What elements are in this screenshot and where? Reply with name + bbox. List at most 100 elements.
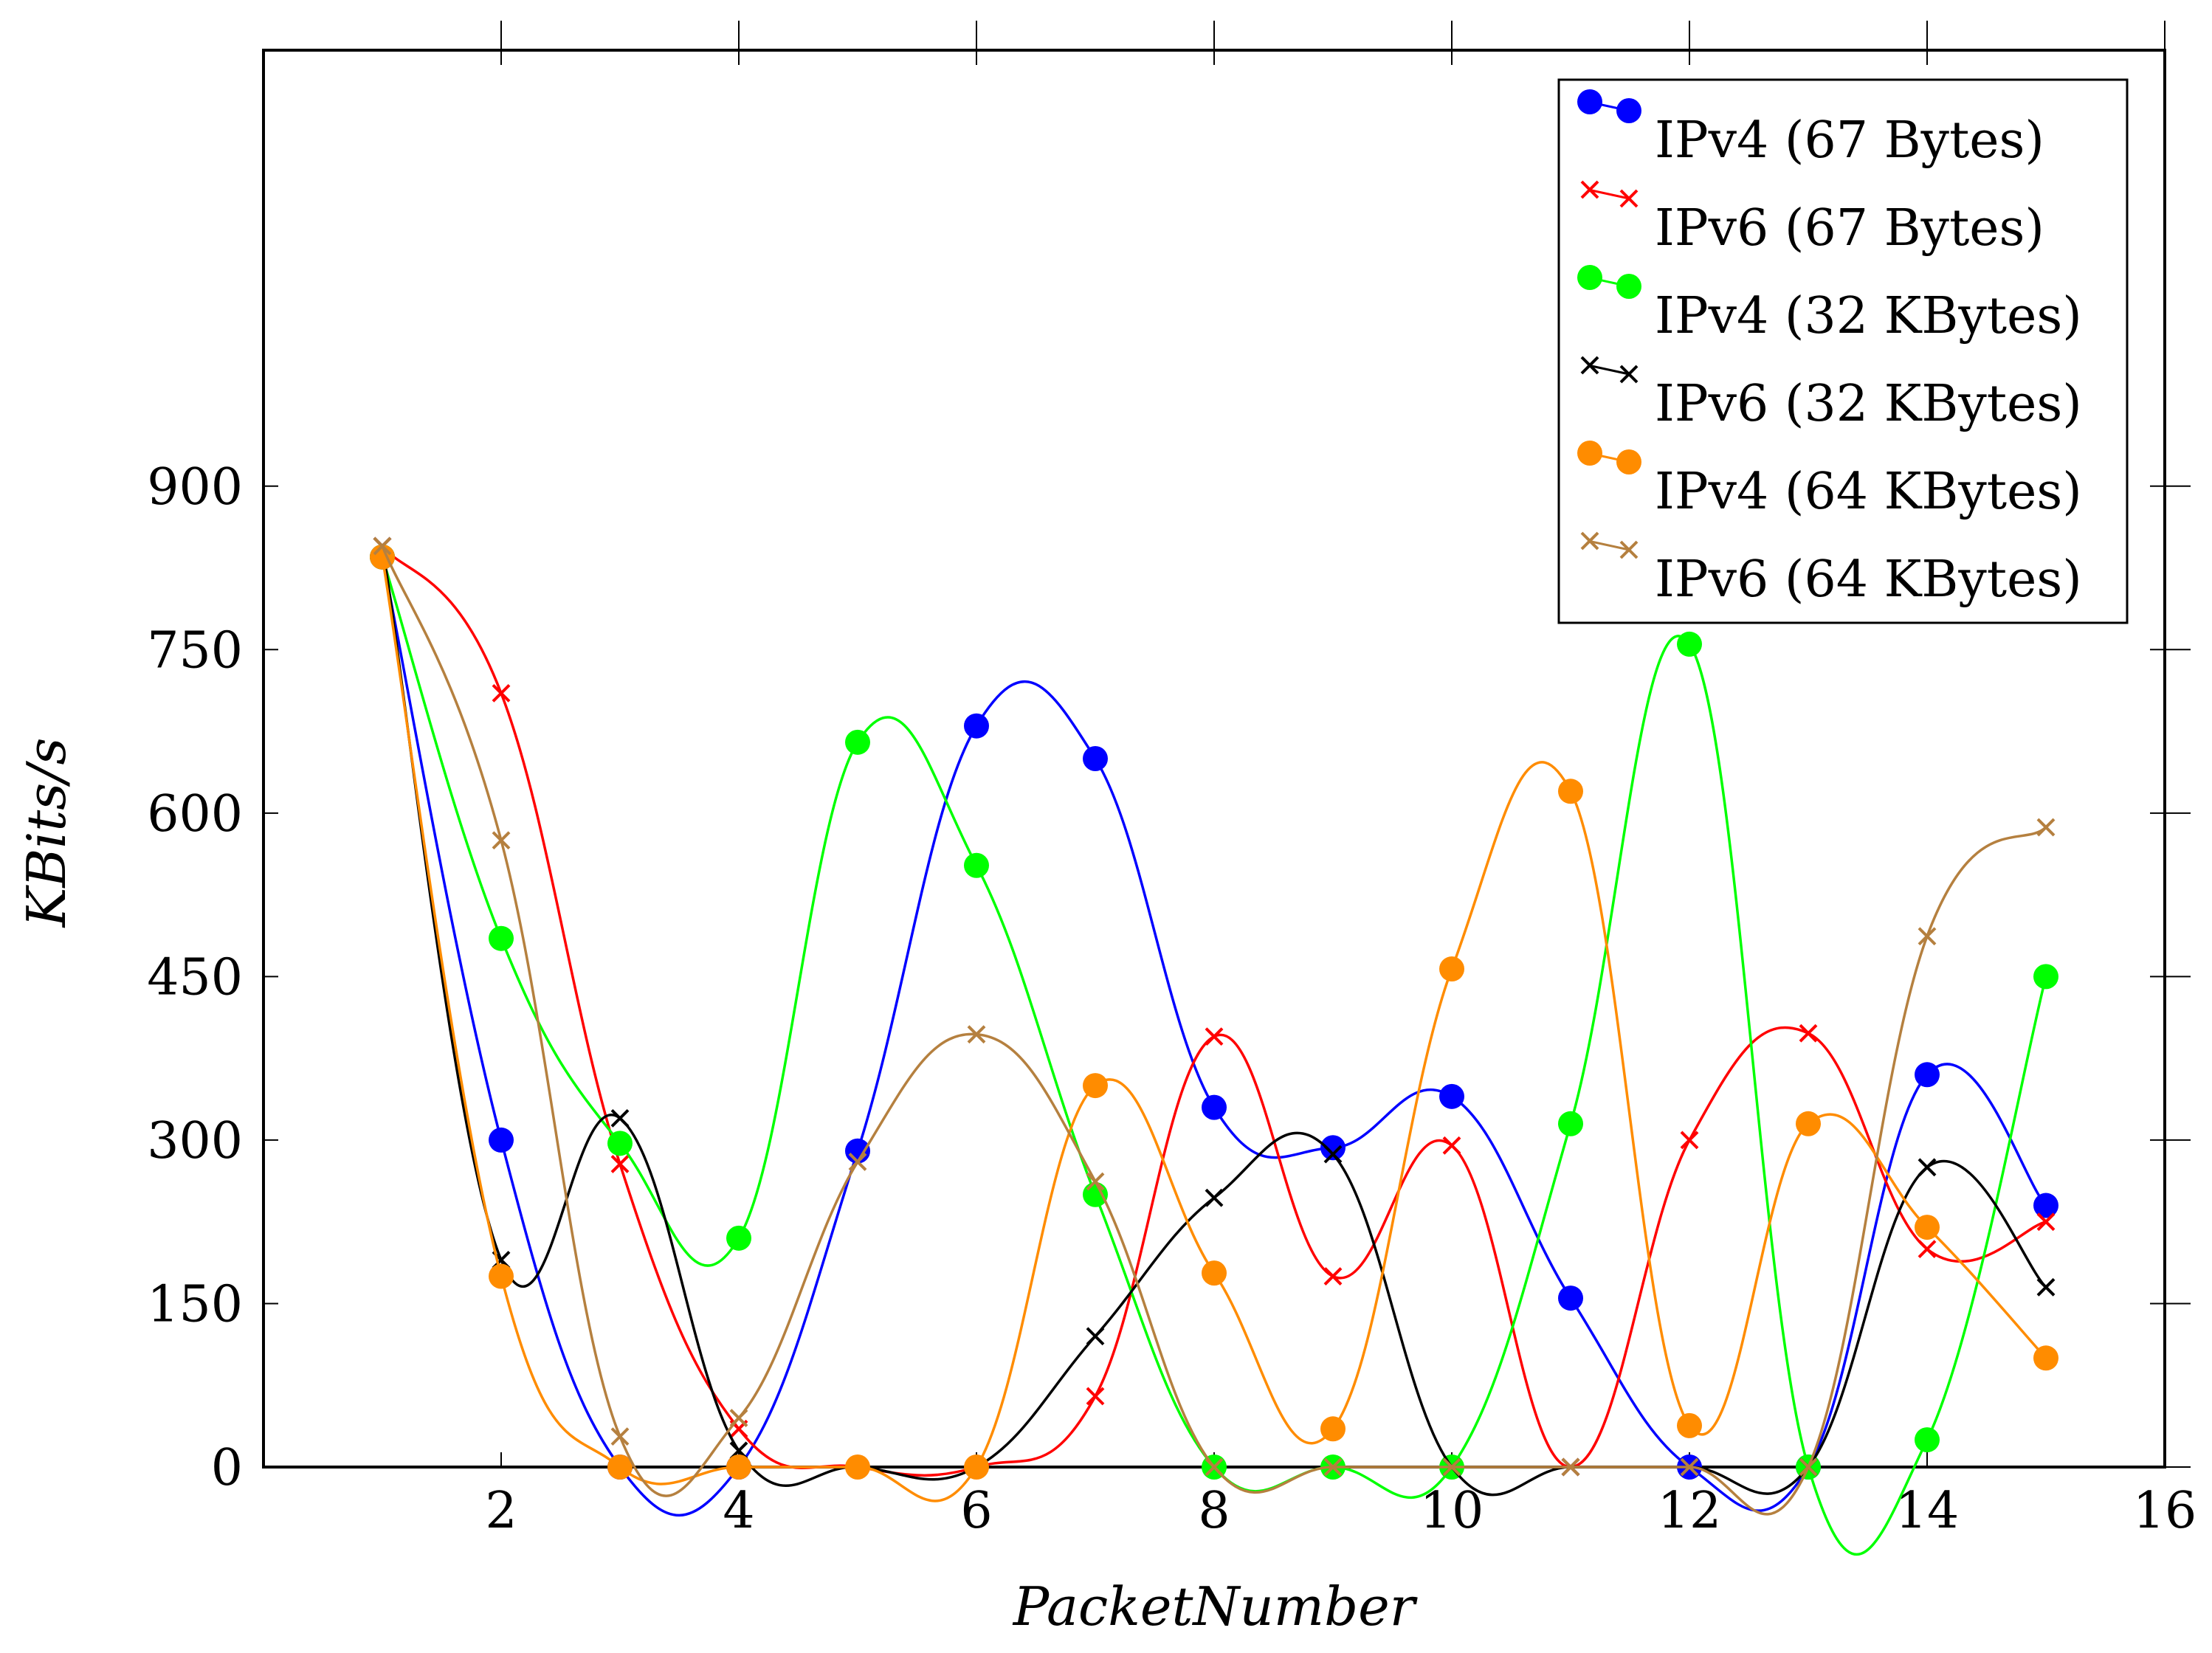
x-marker-stroke bbox=[1918, 927, 1937, 946]
data-point bbox=[1205, 1027, 1224, 1046]
data-point bbox=[1915, 1427, 1940, 1453]
data-point bbox=[1558, 1286, 1583, 1311]
x-marker-stroke bbox=[373, 536, 392, 556]
series-5 bbox=[373, 536, 2056, 1516]
data-point bbox=[1918, 1240, 1937, 1259]
x-marker-stroke bbox=[1205, 1027, 1224, 1046]
legend-marker bbox=[1580, 356, 1599, 375]
y-tick-label: 600 bbox=[147, 785, 243, 843]
x-marker-stroke bbox=[1619, 189, 1639, 208]
data-point bbox=[964, 1454, 989, 1480]
x-marker-stroke bbox=[1680, 1457, 1699, 1477]
legend-marker bbox=[1577, 441, 1602, 466]
x-tick-label: 12 bbox=[1658, 1482, 1722, 1540]
legend-label: IPv4 (67 Bytes) bbox=[1655, 111, 2044, 170]
x-tick-label: 14 bbox=[1895, 1482, 1960, 1540]
x-marker-stroke bbox=[1086, 1327, 1105, 1346]
legend-entry: IPv6 (64 KBytes) bbox=[1580, 531, 2082, 609]
x-marker-stroke bbox=[1619, 365, 1639, 384]
legend-marker bbox=[1577, 89, 1602, 114]
data-point bbox=[1918, 1158, 1937, 1177]
x-marker-stroke bbox=[1918, 1158, 1937, 1177]
data-point bbox=[848, 1153, 867, 1171]
x-marker-stroke bbox=[1442, 1136, 1461, 1155]
data-point bbox=[1086, 1172, 1105, 1191]
x-marker-stroke bbox=[1323, 1267, 1343, 1286]
data-point bbox=[964, 713, 989, 739]
legend-line bbox=[1588, 539, 1630, 551]
series-line bbox=[381, 556, 2047, 1517]
legend-box bbox=[1557, 78, 2129, 624]
data-point bbox=[726, 1225, 751, 1251]
data-point bbox=[1320, 1135, 1346, 1161]
data-point bbox=[1680, 1131, 1699, 1150]
data-point bbox=[1799, 1024, 1818, 1043]
x-marker-stroke bbox=[967, 1025, 986, 1044]
data-point bbox=[1202, 1094, 1227, 1120]
y-tick-label: 300 bbox=[147, 1112, 243, 1170]
data-point bbox=[1558, 1111, 1583, 1136]
data-point bbox=[610, 1427, 630, 1446]
x-marker-stroke bbox=[1619, 540, 1639, 559]
data-point bbox=[1083, 746, 1108, 771]
data-point bbox=[1083, 1073, 1108, 1099]
data-point bbox=[845, 729, 870, 755]
y-tick-label: 900 bbox=[147, 458, 243, 517]
x-tick-label: 4 bbox=[723, 1482, 754, 1540]
data-point bbox=[1439, 1083, 1464, 1109]
data-point bbox=[1796, 1111, 1821, 1136]
x-marker-stroke bbox=[1086, 1172, 1105, 1191]
x-marker-stroke bbox=[2036, 1277, 2056, 1297]
x-marker-stroke bbox=[1205, 1457, 1224, 1477]
data-point bbox=[1680, 1457, 1699, 1477]
series-layer bbox=[370, 536, 2058, 1556]
axes: 2 4 6 8 10 12 14 160150300450600750900PacketNum… bbox=[15, 21, 2197, 1638]
data-point bbox=[1323, 1457, 1343, 1477]
x-marker-stroke bbox=[1680, 1131, 1699, 1150]
legend-label: IPv6 (32 KBytes) bbox=[1655, 375, 2082, 433]
x-marker-stroke bbox=[1323, 1457, 1343, 1477]
data-point bbox=[1677, 631, 1702, 657]
series-line bbox=[381, 556, 2047, 1556]
legend-line bbox=[1588, 188, 1630, 200]
data-point bbox=[1320, 1416, 1346, 1442]
legend-entry: IPv4 (32 KBytes) bbox=[1577, 265, 2082, 345]
x-marker-stroke bbox=[610, 1108, 630, 1128]
data-point bbox=[2036, 1277, 2056, 1297]
data-point bbox=[607, 1131, 633, 1156]
data-point bbox=[2036, 818, 2056, 837]
legend-marker bbox=[1580, 180, 1599, 199]
data-point bbox=[1677, 1412, 1702, 1438]
x-marker-stroke bbox=[1799, 1024, 1818, 1043]
x-marker-stroke bbox=[1580, 180, 1599, 199]
data-point bbox=[1915, 1215, 1940, 1240]
data-point bbox=[1558, 779, 1583, 804]
legend-entry: IPv4 (67 Bytes) bbox=[1577, 89, 2044, 170]
data-point bbox=[1799, 1457, 1818, 1477]
legend-label: IPv6 (67 Bytes) bbox=[1655, 199, 2044, 258]
legend-line bbox=[1588, 364, 1630, 376]
legend-label: IPv4 (32 KBytes) bbox=[1655, 287, 2082, 345]
data-point bbox=[967, 1025, 986, 1044]
series-line bbox=[381, 545, 2047, 1477]
legend-marker bbox=[1616, 274, 1641, 299]
data-point bbox=[1205, 1188, 1224, 1207]
data-point bbox=[1439, 956, 1464, 982]
x-marker-stroke bbox=[2036, 818, 2056, 837]
x-marker-stroke bbox=[848, 1153, 867, 1171]
data-point bbox=[489, 1127, 514, 1153]
x-marker-stroke bbox=[1918, 1240, 1937, 1259]
x-marker-stroke bbox=[1799, 1457, 1818, 1477]
data-point bbox=[2036, 1212, 2056, 1232]
data-point bbox=[1442, 1457, 1461, 1477]
data-point bbox=[489, 925, 514, 951]
data-point bbox=[489, 1263, 514, 1289]
x-tick-label: 2 bbox=[485, 1482, 517, 1540]
series-1 bbox=[373, 536, 2056, 1477]
data-point bbox=[610, 1155, 630, 1173]
data-point bbox=[1086, 1327, 1105, 1346]
data-point bbox=[726, 1454, 751, 1480]
data-point bbox=[492, 683, 511, 703]
legend-marker bbox=[1577, 265, 1602, 290]
